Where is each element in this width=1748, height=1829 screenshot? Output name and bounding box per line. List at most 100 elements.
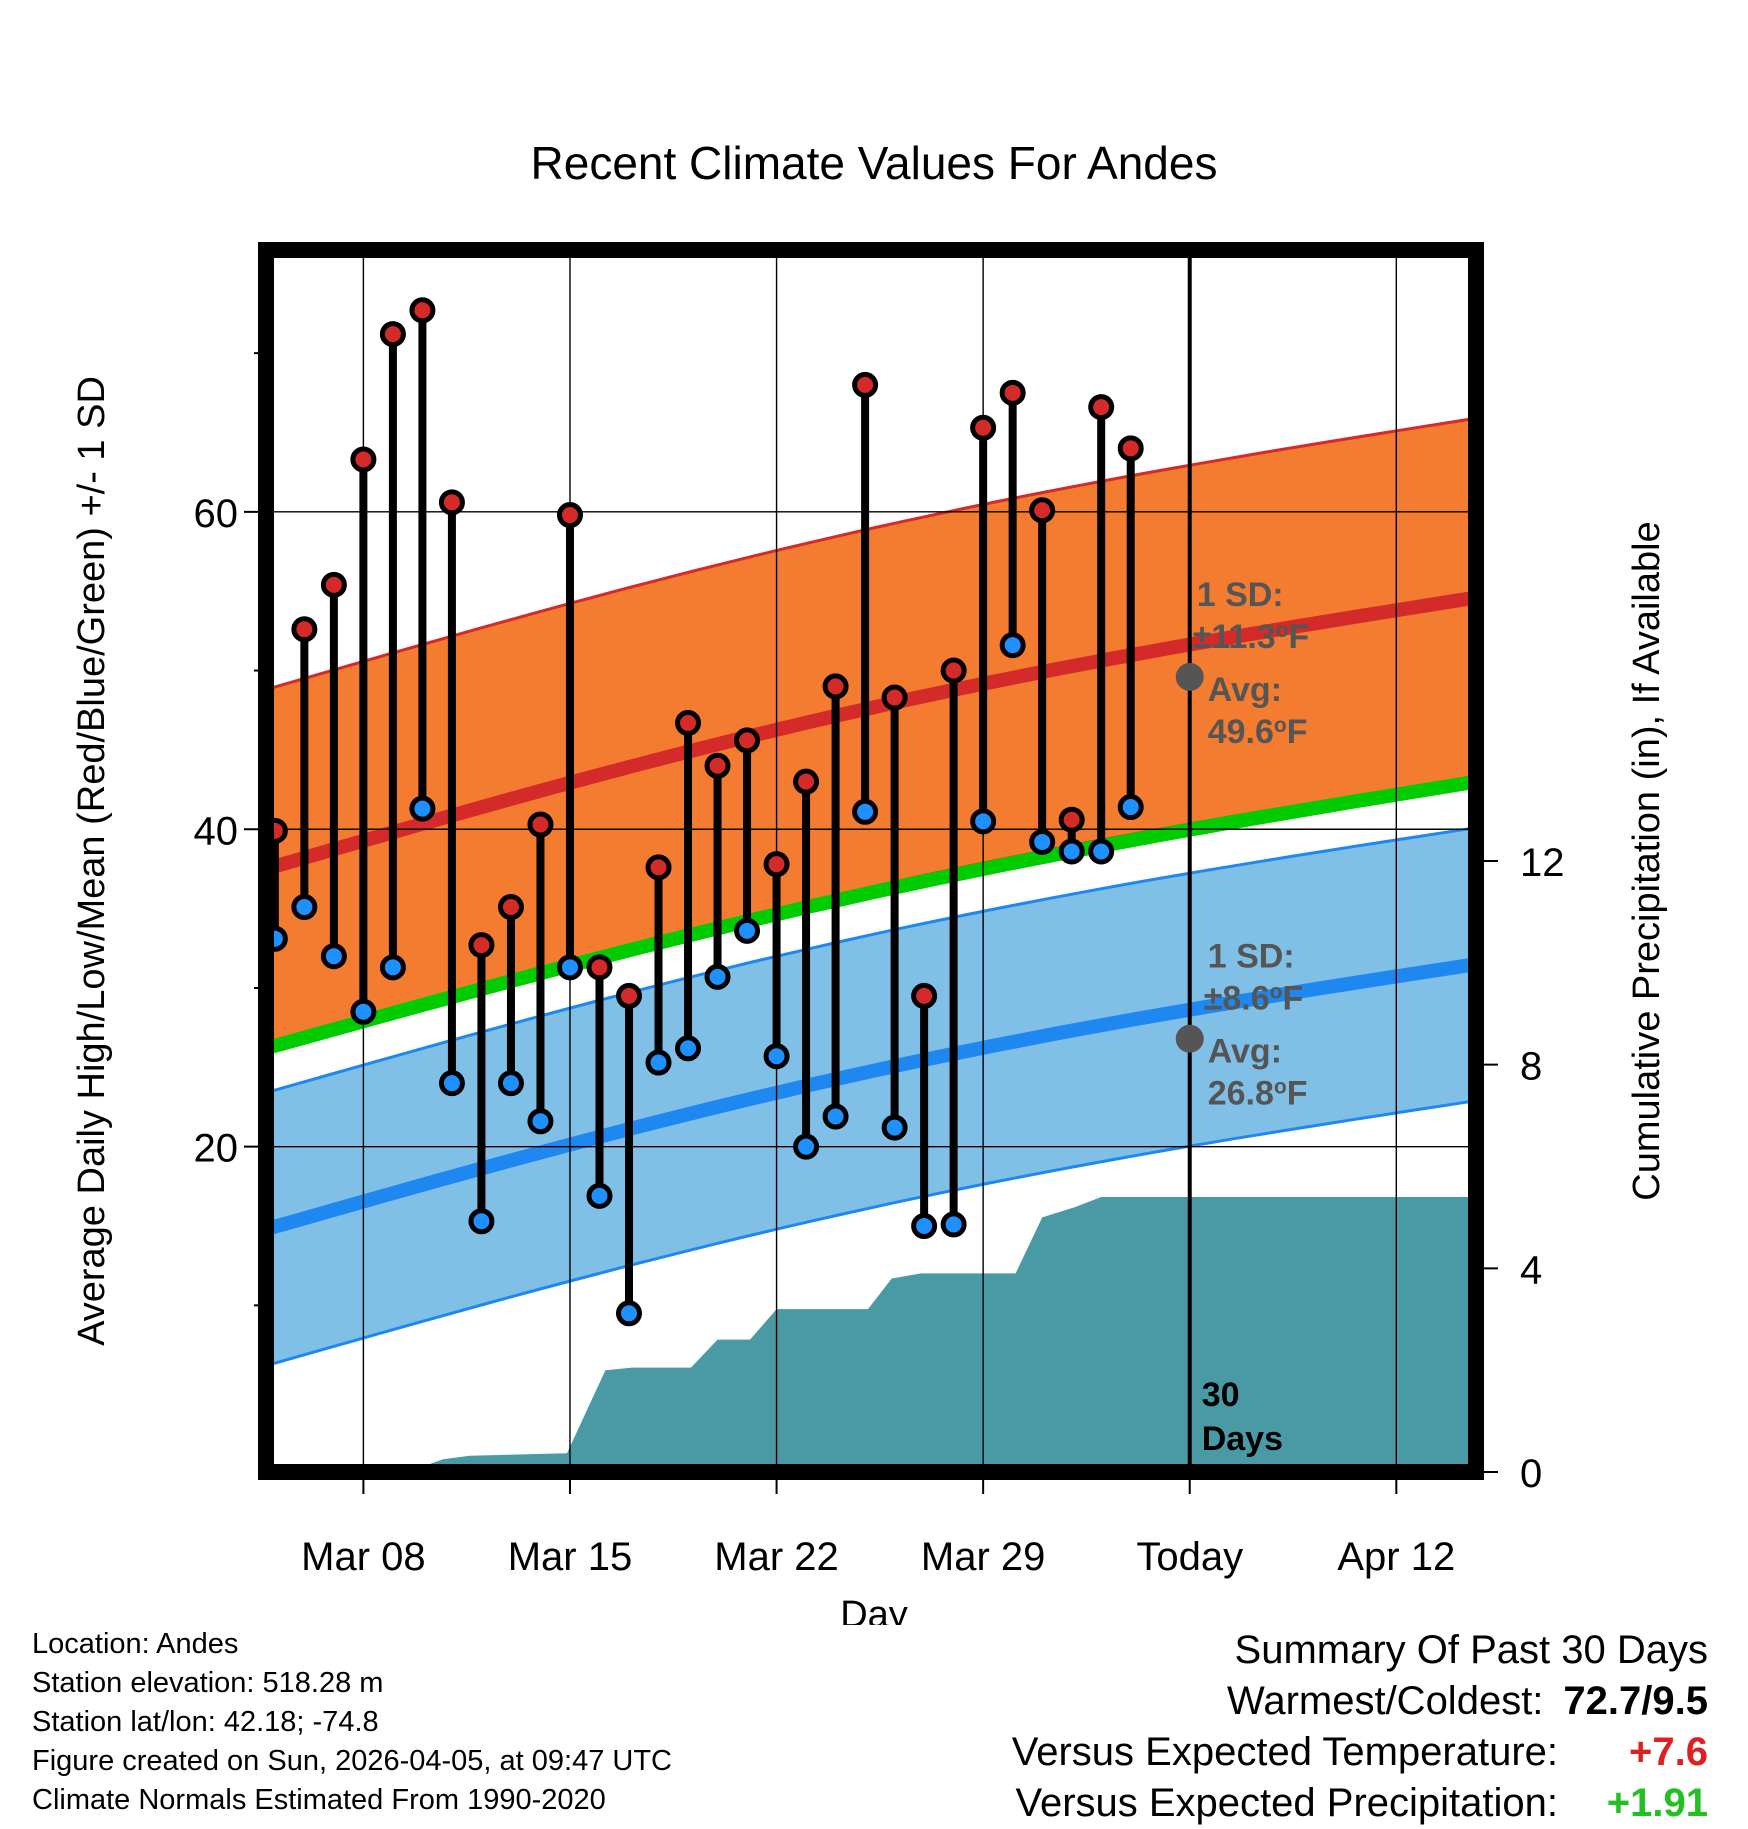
period-number: 30 [1202, 1376, 1240, 1414]
daily-high-point [586, 954, 613, 981]
daily-low-point [940, 1211, 967, 1238]
daily-low-point [1150, 0, 1171, 11]
daily-low-point [704, 963, 731, 990]
daily-high-point [675, 709, 702, 736]
warmest-coldest-label: Warmest/Coldest: [1227, 1679, 1544, 1723]
high-upper-line [266, 416, 1476, 692]
y2-tick-label: 0 [1520, 1452, 1542, 1496]
low-sd-label: 1 SD: [1208, 938, 1295, 976]
daily-high-point [1088, 394, 1115, 421]
x-tick-label: Apr 12 [1337, 1535, 1455, 1579]
daily-high-point [291, 616, 318, 643]
daily-low-point [1029, 828, 1056, 855]
y2-tick-label: 4 [1520, 1248, 1542, 1292]
x-tick-label: Mar 15 [508, 1535, 633, 1579]
x-axis-label: Day [840, 1594, 908, 1625]
daily-high-point [527, 811, 554, 838]
daily-high-point [911, 982, 938, 1009]
daily-high-point [1029, 497, 1056, 524]
precip-departure-label: Versus Expected Precipitation: [1015, 1781, 1558, 1825]
y-axis-label: Average Daily High/Low/Mean (Red/Blue/Gr… [71, 376, 113, 1346]
daily-low-point [793, 1133, 820, 1160]
x-tick-label: Mar 08 [301, 1535, 426, 1579]
daily-low-point [409, 795, 436, 822]
daily-low-point [881, 1114, 908, 1141]
daily-high-point [970, 414, 997, 441]
daily-high-point [763, 851, 790, 878]
daily-low-point [438, 1070, 465, 1097]
low-avg-marker [1175, 1024, 1204, 1053]
daily-low-point [1088, 838, 1115, 865]
avg-low-line [266, 957, 1476, 1236]
y2-tick-label: 12 [1520, 841, 1565, 885]
daily-high-point [704, 752, 731, 779]
daily-high-point [852, 371, 879, 398]
daily-high-point [1117, 435, 1144, 462]
daily-high-point [793, 768, 820, 795]
elevation-text: Station elevation: 518.28 m [32, 1667, 384, 1699]
daily-low-point [999, 632, 1026, 659]
temp-departure-value: +7.6 [1629, 1730, 1708, 1774]
precip-departure-value: +1.91 [1606, 1781, 1708, 1825]
high-avg-value: 49.6oF [1208, 713, 1308, 751]
daily-low-point [556, 954, 583, 981]
daily-low-point [852, 798, 879, 825]
high-avg-label: Avg: [1208, 671, 1282, 709]
low-avg-label: Avg: [1208, 1033, 1282, 1071]
x-tick-label: Today [1136, 1535, 1243, 1579]
daily-high-point [438, 489, 465, 516]
plot-area: 1 SD: ±11.3oF Avg: 49.6oF 1 SD: ±8.6oF Avg: 26.… [194, 0, 1565, 1579]
daily-high-point [320, 571, 347, 598]
daily-high-point [734, 727, 761, 754]
daily-high-point [645, 854, 672, 881]
low-avg-value: 26.8oF [1208, 1075, 1308, 1113]
high-avg-marker [1175, 662, 1204, 691]
daily-high-point [556, 502, 583, 529]
daily-high-point [822, 673, 849, 700]
station-info: Location: Andes Station elevation: 518.2… [32, 1625, 672, 1820]
daily-high-point [881, 684, 908, 711]
created-text: Figure created on Sun, 2026-04-05, at 09… [32, 1745, 672, 1777]
daily-low-point [970, 808, 997, 835]
normals-text: Climate Normals Estimated From 1990-2020 [32, 1784, 606, 1816]
daily-low-point [320, 943, 347, 970]
daily-high-point [999, 379, 1026, 406]
daily-high-point [616, 982, 642, 1009]
daily-low-point [763, 1043, 790, 1070]
temp-departure-label: Versus Expected Temperature: [1011, 1730, 1558, 1774]
low-sd-band [266, 827, 1476, 1366]
high-sd-value: ±11.3oF [1193, 618, 1310, 656]
avg-high-line [266, 590, 1476, 876]
daily-high-point [409, 297, 436, 324]
y-tick-label: 40 [194, 809, 239, 853]
daily-low-point [734, 917, 761, 944]
daily-high-point [350, 446, 377, 473]
warmest-coldest-row: Warmest/Coldest: 72.7/9.5 [1012, 1676, 1708, 1727]
daily-low-point [497, 1070, 524, 1097]
temp-departure-row: Versus Expected Temperature: +7.6 [1012, 1727, 1708, 1778]
daily-low-point [616, 1300, 642, 1327]
warmest-coldest-value: 72.7/9.5 [1563, 1679, 1708, 1723]
daily-high-point [1058, 806, 1085, 833]
x-tick-label: Mar 29 [921, 1535, 1046, 1579]
daily-high-point [379, 321, 406, 348]
high-sd-label: 1 SD: [1197, 576, 1284, 614]
y-tick-label: 20 [194, 1127, 239, 1171]
low-sd-value: ±8.6oF [1204, 980, 1304, 1018]
daily-high-point [940, 657, 967, 684]
daily-low-point [527, 1108, 554, 1135]
daily-high-point [1150, 0, 1171, 11]
daily-low-point [911, 1213, 938, 1240]
chart-title: Recent Climate Values For Andes [531, 137, 1218, 189]
summary-panel: Summary Of Past 30 Days Warmest/Coldest:… [1012, 1624, 1708, 1829]
daily-high-point [468, 932, 495, 959]
precip-departure-row: Versus Expected Precipitation: +1.91 [1012, 1778, 1708, 1829]
daily-low-point [586, 1182, 613, 1209]
daily-low-point [350, 998, 377, 1025]
climate-chart: Recent Climate Values For Andes 1 SD: ±11… [71, 0, 1668, 1625]
x-tick-label: Mar 22 [714, 1535, 839, 1579]
daily-low-point [291, 894, 318, 921]
daily-low-point [468, 1208, 495, 1235]
daily-low-point [822, 1103, 849, 1130]
low-upper-line [266, 826, 1476, 1095]
